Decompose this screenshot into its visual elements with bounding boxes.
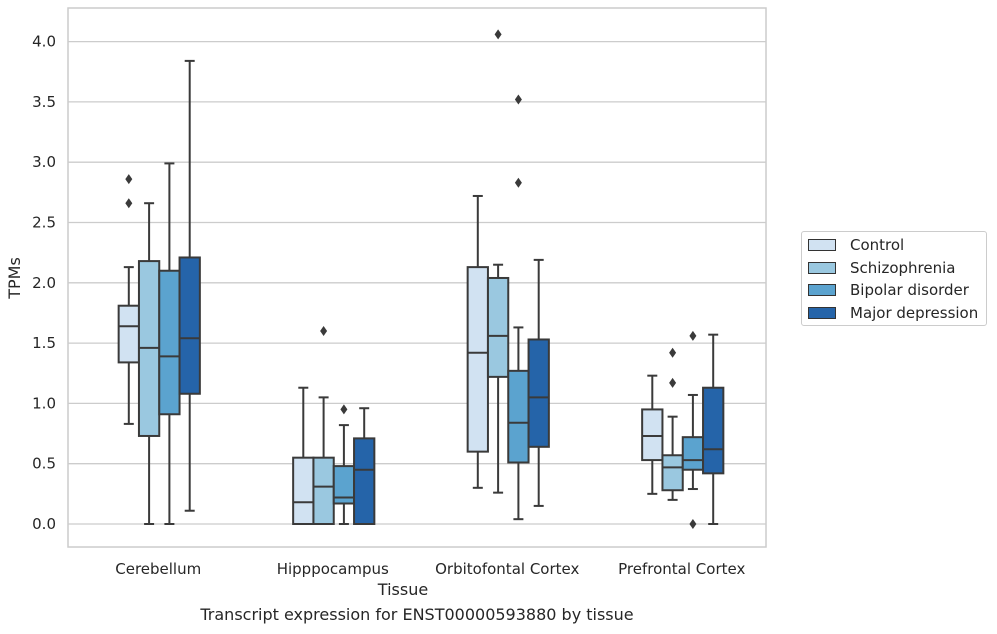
legend-label-schizophrenia: Schizophrenia (850, 259, 956, 277)
outlier-point (340, 404, 348, 415)
box-body (527, 338, 550, 448)
box-body (507, 369, 530, 464)
box-body (486, 276, 510, 378)
legend-swatch-major-depression (808, 307, 836, 319)
x-tick-label: Cerebellum (115, 560, 201, 578)
box-2-0 (466, 194, 489, 489)
box-0-2 (158, 162, 181, 525)
outlier-point (514, 177, 522, 188)
box-0-0 (117, 174, 140, 425)
y-tick-label: 2.0 (32, 274, 56, 292)
y-tick-label: 0.5 (32, 455, 56, 473)
box-3-2 (681, 330, 705, 529)
box-1-3 (353, 407, 376, 525)
y-axis-label: TPMs (5, 257, 24, 300)
y-tick-label: 0.0 (32, 515, 56, 533)
box-body (292, 456, 315, 526)
outlier-point (669, 347, 677, 358)
outlier-point (320, 326, 328, 337)
y-tick-labels: 0.0 0.5 1.0 1.5 2.0 2.5 3.0 3.5 4.0 (32, 33, 56, 533)
legend-item-control: Control (808, 235, 904, 255)
legend-label-control: Control (850, 236, 905, 254)
y-tick-label: 4.0 (32, 33, 56, 51)
y-tick-label: 1.0 (32, 394, 56, 412)
plot-frame (67, 7, 767, 548)
y-tick-label: 2.5 (32, 214, 56, 232)
legend-item-schizophrenia: Schizophrenia (808, 258, 955, 278)
box-2-2 (507, 94, 530, 521)
x-tick-label: Prefrontal Cortex (618, 560, 745, 578)
outlier-point (494, 29, 502, 40)
box-body (117, 304, 140, 364)
box-2-3 (527, 258, 550, 507)
box-3-3 (702, 333, 725, 525)
box-1-0 (292, 386, 315, 526)
outlier-point (125, 198, 133, 209)
box-body (178, 256, 201, 395)
box-body (158, 269, 181, 416)
box-body (661, 454, 684, 492)
box-body (353, 437, 376, 525)
legend-label-major-depression: Major depression (850, 304, 979, 322)
legend-swatch-control (808, 239, 836, 251)
box-body (681, 436, 705, 471)
box-2-1 (486, 29, 510, 494)
box-3-0 (641, 374, 664, 495)
box-groups (117, 29, 725, 529)
box-0-1 (137, 202, 161, 525)
x-tick-label: Hipppocampus (277, 560, 389, 578)
legend-swatch-bipolar-disorder (808, 284, 836, 296)
box-3-1 (661, 347, 684, 501)
box-body (641, 408, 664, 462)
x-axis-label: Tissue (377, 580, 428, 599)
y-tick-label: 3.0 (32, 153, 56, 171)
box-body (312, 456, 335, 526)
box-body (466, 266, 489, 453)
legend: Control Schizophrenia Bipolar disorder M… (801, 231, 987, 326)
outlier-point (689, 330, 697, 341)
y-tick-label: 3.5 (32, 93, 56, 111)
legend-label-bipolar-disorder: Bipolar disorder (850, 281, 969, 299)
legend-swatch-schizophrenia (808, 262, 836, 274)
x-tick-labels: Cerebellum Hipppocampus Orbitofontal Corte… (115, 560, 745, 578)
box-0-3 (178, 59, 201, 512)
outlier-point (514, 94, 522, 105)
box-body (702, 386, 725, 475)
x-tick-label: Orbitofontal Cortex (435, 560, 579, 578)
box-1-2 (332, 404, 356, 525)
outlier-point (669, 377, 677, 388)
outlier-point (125, 174, 133, 185)
outlier-point (689, 519, 697, 529)
y-tick-label: 1.5 (32, 334, 56, 352)
legend-item-bipolar-disorder: Bipolar disorder (808, 280, 969, 300)
legend-item-major-depression: Major depression (808, 303, 978, 323)
chart-caption: Transcript expression for ENST0000059388… (200, 605, 634, 624)
box-1-1 (312, 326, 335, 526)
